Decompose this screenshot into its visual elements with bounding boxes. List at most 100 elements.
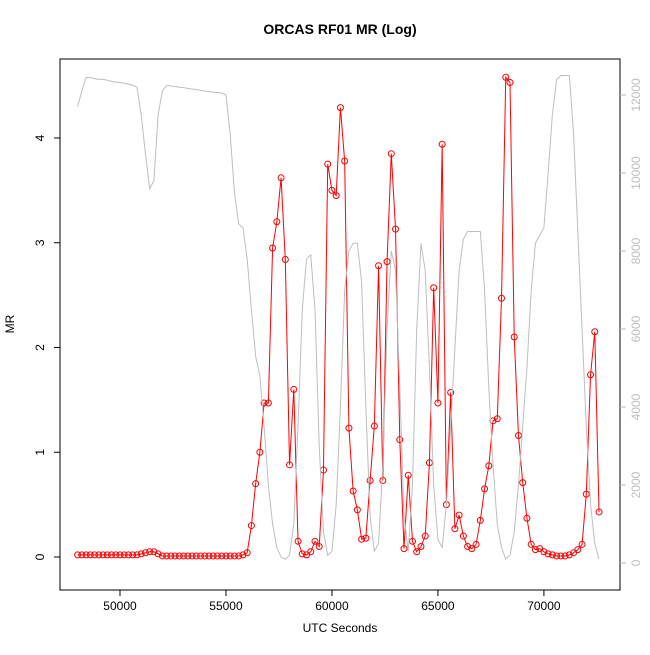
data-point [595,508,603,516]
data-point [400,545,408,553]
x-axis-label: UTC Seconds [303,621,378,635]
data-point [129,551,137,559]
data-point [150,548,158,556]
data-point [434,399,442,407]
data-point [167,552,175,560]
data-point [476,516,484,524]
data-point [315,543,323,551]
y2-tick-label: 2000 [629,471,643,498]
data-point [108,551,116,559]
data-point [213,552,221,560]
series-line [77,74,600,560]
data-point [95,551,103,559]
data-point [523,514,531,522]
data-point [290,385,298,393]
data-point [455,511,463,519]
data-point [387,150,395,158]
x-tick-label: 55000 [209,599,243,613]
data-point [430,284,438,292]
y2-tick-label: 6000 [629,315,643,342]
data-point [133,551,141,559]
data-point [239,551,247,559]
data-point [514,431,522,439]
data-point [358,535,366,543]
data-point [99,551,107,559]
data-point [163,552,171,560]
data-point [557,552,565,560]
x-tick-label: 60000 [315,599,349,613]
data-point [375,262,383,270]
data-point [417,543,425,551]
y2-tick-label: 4000 [629,393,643,420]
data-point [205,552,213,560]
data-point [294,537,302,545]
data-point [408,537,416,545]
data-point [243,549,251,557]
data-point [222,552,230,560]
y-tick-label: 0 [33,553,47,560]
y-axis-label: MR [3,314,17,333]
data-point [120,551,128,559]
data-point [553,552,561,560]
data-point [519,479,527,487]
data-point [574,546,582,554]
data-point [192,552,200,560]
data-point [527,540,535,548]
data-point [591,328,599,336]
data-point [188,552,196,560]
data-point [78,551,86,559]
data-point [383,258,391,266]
data-point [531,546,539,554]
data-point [472,540,480,548]
data-point [324,160,332,168]
y-tick-label: 1 [33,449,47,456]
data-point [506,78,514,86]
data-point [349,487,357,495]
data-point [103,551,111,559]
data-point [307,548,315,556]
data-point [158,552,166,560]
data-point [82,551,90,559]
data-point [201,552,209,560]
data-point [269,244,277,252]
x-tick-label: 70000 [527,599,561,613]
data-point [286,461,294,469]
data-point [264,399,272,407]
data-point [74,551,82,559]
data-point [235,552,243,560]
data-point [502,73,510,81]
data-point [345,424,353,432]
data-point [116,551,124,559]
x-tick-label: 50000 [103,599,137,613]
data-point [175,552,183,560]
data-point [370,422,378,430]
data-point [392,225,400,233]
data-point [154,550,162,558]
data-point [86,551,94,559]
data-point [510,333,518,341]
data-point [260,399,268,407]
data-point [578,540,586,548]
series-line [77,75,600,557]
plot-frame [59,58,621,591]
data-point [112,551,120,559]
data-point [230,552,238,560]
data-point [489,417,497,425]
y-tick-label: 2 [33,344,47,351]
data-point [493,415,501,423]
data-point [587,371,595,379]
y-tick-label: 4 [33,134,47,141]
y2-tick-label: 8000 [629,237,643,264]
chart-title: ORCAS RF01 MR (Log) [263,21,416,37]
y2-tick-label: 10000 [629,156,643,190]
data-point [141,549,149,557]
data-point [171,552,179,560]
y-tick-label: 3 [33,239,47,246]
data-point [247,522,255,530]
data-point [379,477,387,485]
data-point [438,140,446,148]
data-point [498,294,506,302]
data-point [209,552,217,560]
y2-tick-label: 12000 [629,78,643,112]
